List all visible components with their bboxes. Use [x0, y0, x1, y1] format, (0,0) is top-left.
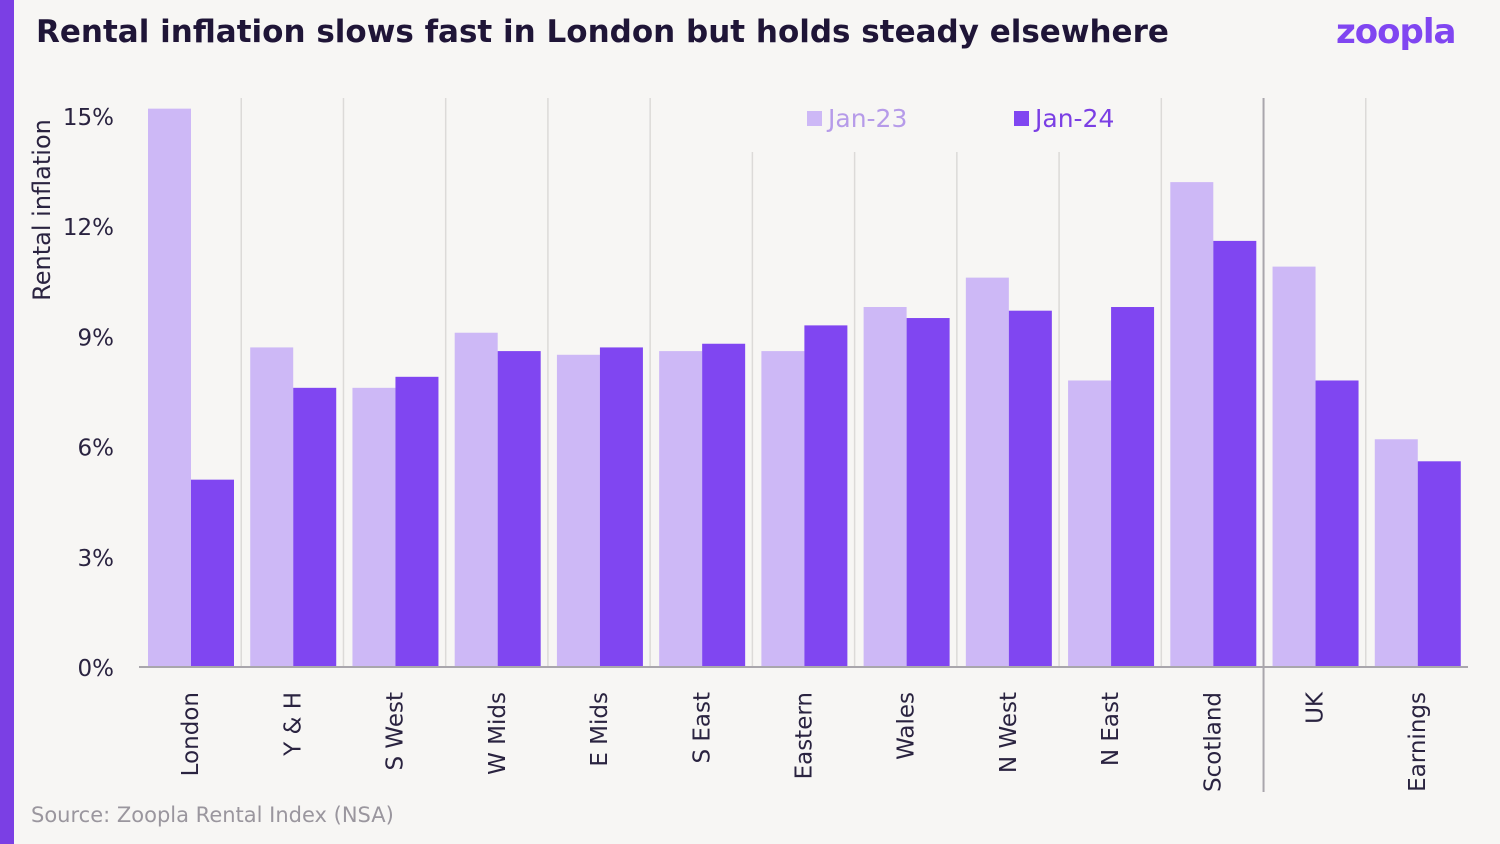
- bar-jan24-wales: [906, 318, 950, 667]
- y-tick-label: 12%: [63, 215, 114, 241]
- x-category-label: Wales: [894, 692, 920, 760]
- x-category-label: London: [178, 692, 204, 776]
- source-note: Source: Zoopla Rental Index (NSA): [31, 803, 394, 827]
- bar-jan23-n-west: [965, 277, 1009, 667]
- bar-jan23-y-h: [250, 347, 294, 667]
- bar-jan23-london: [148, 108, 191, 668]
- bar-jan23-scotland: [1170, 182, 1214, 667]
- x-category-label: S East: [689, 692, 715, 764]
- bar-jan24-london: [191, 479, 234, 667]
- bar-jan24-y-h: [293, 387, 337, 667]
- x-category-label: N West: [996, 692, 1022, 773]
- legend-label-jan24: Jan-24: [1033, 104, 1114, 133]
- bar-jan24-earnings: [1417, 461, 1461, 667]
- y-tick-label: 6%: [78, 436, 115, 462]
- y-tick-label: 3%: [78, 546, 115, 572]
- y-tick-label: 9%: [78, 325, 115, 351]
- zoopla-logo: zoopla: [1336, 12, 1456, 52]
- x-category-label: Eastern: [792, 692, 818, 779]
- legend-swatch-jan24: [1014, 111, 1029, 126]
- bar-jan24-w-mids: [497, 351, 541, 667]
- bar-jan24-n-east: [1111, 307, 1155, 667]
- bar-jan23-uk: [1272, 266, 1316, 667]
- bar-jan23-n-east: [1068, 380, 1112, 667]
- bar-jan24-n-west: [1008, 310, 1052, 667]
- y-axis-title: Rental inflation: [28, 119, 56, 301]
- bar-jan23-wales: [863, 307, 907, 667]
- bar-jan23-earnings: [1374, 439, 1418, 667]
- chart-title: Rental inflation slows fast in London bu…: [36, 14, 1169, 50]
- y-tick-label: 0%: [78, 656, 115, 682]
- bar-jan24-uk: [1315, 380, 1359, 667]
- x-category-label: Y & H: [280, 692, 306, 757]
- left-accent-bar: [0, 0, 14, 844]
- bar-jan23-e-mids: [556, 354, 600, 667]
- x-category-label: N East: [1098, 692, 1124, 766]
- bar-jan24-e-mids: [599, 347, 643, 667]
- y-tick-label: 15%: [63, 105, 114, 131]
- x-category-label: E Mids: [587, 692, 613, 767]
- bar-jan24-scotland: [1213, 240, 1257, 668]
- bar-jan23-w-mids: [454, 332, 498, 667]
- x-category-label: S West: [383, 692, 409, 770]
- legend-label-jan23: Jan-23: [826, 104, 907, 133]
- bar-jan24-eastern: [804, 325, 848, 667]
- x-category-label: W Mids: [485, 692, 511, 775]
- x-category-label: Earnings: [1405, 692, 1431, 792]
- legend-swatch-jan23: [807, 111, 822, 126]
- bar-jan24-s-west: [395, 376, 439, 667]
- bar-jan24-s-east: [702, 343, 746, 667]
- x-category-label: UK: [1303, 691, 1329, 724]
- bar-jan23-eastern: [761, 351, 805, 667]
- bar-jan23-s-east: [659, 351, 703, 667]
- x-category-label: Scotland: [1200, 692, 1226, 792]
- bar-jan23-s-west: [352, 387, 396, 667]
